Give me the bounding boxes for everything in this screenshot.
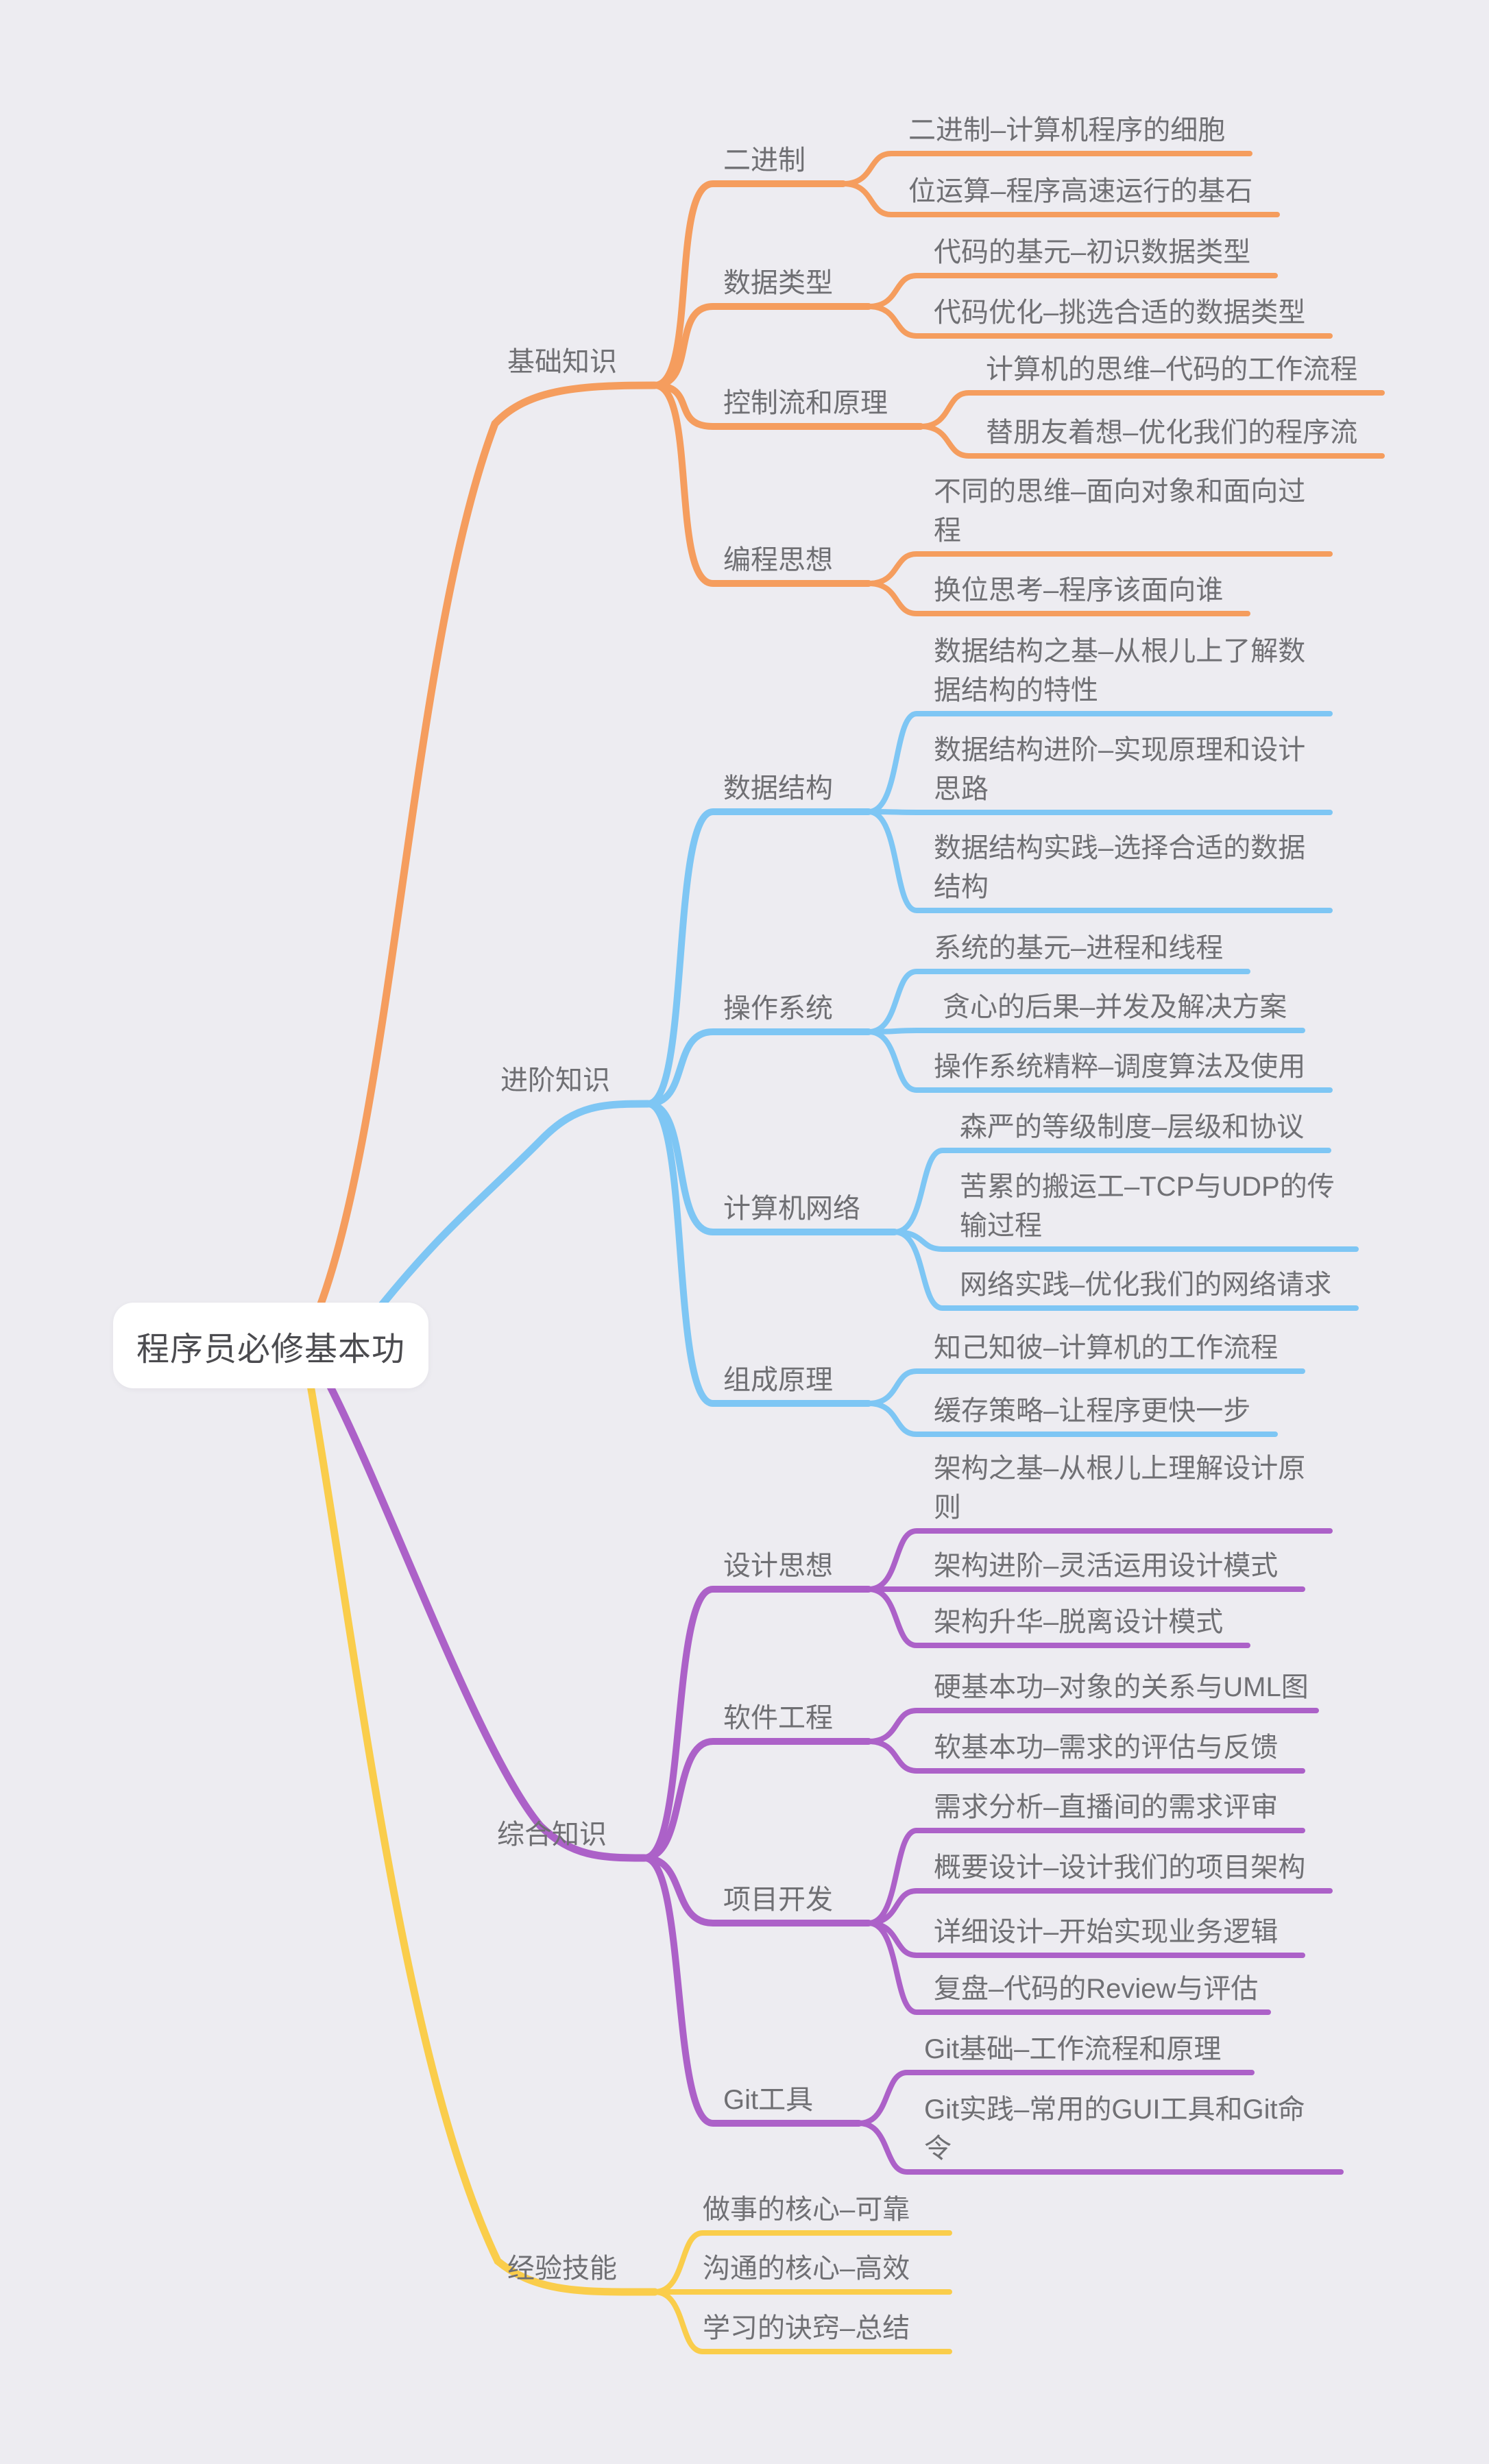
- branch-line: [644, 1028, 872, 1107]
- leaf-topic[interactable]: Git实践–常用的GUI工具和Git命 令: [924, 2094, 1305, 2164]
- branch-line: [641, 1855, 872, 1926]
- branch-line: [652, 2230, 952, 2295]
- branch-line: [866, 1028, 1305, 1035]
- topic-binary[interactable]: 二进制: [723, 145, 806, 176]
- branch-line: [856, 2121, 1344, 2175]
- leaf-topic[interactable]: 软基本功–需求的评估与反馈: [934, 1732, 1279, 1763]
- leaf-topic[interactable]: 系统的基元–进程和线程: [934, 933, 1224, 963]
- leaf-topic[interactable]: 操作系统精粹–调度算法及使用: [934, 1052, 1306, 1082]
- leaf-topic[interactable]: 不同的思维–面向对象和面向过 程: [934, 476, 1306, 546]
- leaf-topic[interactable]: 二进制–计算机程序的细胞: [908, 115, 1226, 145]
- branch-line: [651, 303, 872, 389]
- branch-line: [644, 1100, 872, 1407]
- branch-line: [866, 809, 1333, 913]
- leaf-topic[interactable]: 替朋友着想–优化我们的程序流: [986, 418, 1358, 448]
- root-topic-label: 程序员必修基本功: [136, 1331, 405, 1368]
- topic-data-structures[interactable]: 数据结构: [723, 773, 833, 804]
- leaf-topic[interactable]: Git基础–工作流程和原理: [924, 2034, 1222, 2064]
- branch-line: [840, 181, 1280, 217]
- branch-line: [866, 304, 1333, 339]
- branch-comprehensive-knowledge[interactable]: 综合知识: [497, 1820, 607, 1850]
- leaf-topic[interactable]: 计算机的思维–代码的工作流程: [986, 354, 1358, 385]
- leaf-topic[interactable]: 贪心的后果–并发及解决方案: [943, 992, 1287, 1022]
- leaf-topic[interactable]: 概要设计–设计我们的项目架构: [934, 1852, 1306, 1883]
- branch-line: [892, 1148, 1331, 1235]
- branch-line: [866, 581, 1250, 616]
- leaf-topic[interactable]: 学习的诀窍–总结: [703, 2313, 910, 2343]
- branch-line: [641, 1855, 862, 2127]
- branch-line: [315, 381, 659, 1314]
- branch-line: [651, 180, 847, 389]
- leaf-topic[interactable]: 数据结构实践–选择合适的数据 结构: [934, 833, 1306, 902]
- branch-line: [652, 2289, 952, 2354]
- topic-computer-network[interactable]: 计算机网络: [723, 1194, 860, 1224]
- topic-data-types[interactable]: 数据类型: [723, 268, 833, 298]
- leaf-topic[interactable]: 需求分析–直播间的需求评审: [934, 1792, 1279, 1822]
- branch-line: [866, 1401, 1278, 1437]
- topic-software-engineering[interactable]: 软件工程: [723, 1703, 833, 1733]
- root-topic[interactable]: 程序员必修基本功: [113, 1303, 428, 1388]
- branch-advanced-knowledge[interactable]: 进阶知识: [500, 1065, 610, 1096]
- branch-line: [644, 808, 872, 1107]
- branch-line: [866, 1920, 1271, 2015]
- branch-line: [918, 424, 1385, 459]
- topic-git-tools[interactable]: Git工具: [723, 2085, 814, 2115]
- branch-line: [651, 382, 924, 430]
- branch-line: [324, 1377, 649, 1862]
- branch-line: [644, 1100, 898, 1235]
- leaf-topic[interactable]: 换位思考–程序该面向谁: [934, 575, 1224, 605]
- topic-programming-thought[interactable]: 编程思想: [723, 545, 833, 575]
- branch-line: [866, 1739, 1305, 1774]
- leaf-topic[interactable]: 架构升华–脱离设计模式: [934, 1607, 1224, 1637]
- leaf-topic[interactable]: 森严的等级制度–层级和协议: [960, 1112, 1305, 1142]
- branch-line: [866, 1029, 1333, 1093]
- leaf-topic[interactable]: 复盘–代码的Review与评估: [934, 1974, 1259, 2004]
- branch-line: [641, 1738, 872, 1861]
- branch-line: [866, 1528, 1333, 1592]
- leaf-topic[interactable]: 数据结构进阶–实现原理和设计 思路: [934, 735, 1306, 804]
- branch-line: [641, 1586, 872, 1861]
- leaf-topic[interactable]: 知己知彼–计算机的工作流程: [934, 1333, 1279, 1363]
- branch-line: [373, 1100, 652, 1315]
- leaf-topic[interactable]: 苦累的搬运工–TCP与UDP的传 输过程: [960, 1172, 1335, 1241]
- topic-composition-principles[interactable]: 组成原理: [723, 1365, 833, 1395]
- leaf-topic[interactable]: 做事的核心–可靠: [703, 2195, 910, 2225]
- topic-operating-system[interactable]: 操作系统: [723, 993, 833, 1024]
- branch-basic-knowledge[interactable]: 基础知识: [507, 347, 617, 377]
- branch-line: [856, 2070, 1255, 2126]
- leaf-topic[interactable]: 代码的基元–初识数据类型: [934, 237, 1251, 267]
- leaf-topic[interactable]: 架构进阶–灵活运用设计模式: [934, 1551, 1279, 1581]
- branch-line: [866, 969, 1250, 1035]
- branch-line: [866, 711, 1333, 814]
- leaf-topic[interactable]: 沟通的核心–高效: [703, 2254, 910, 2284]
- leaf-topic[interactable]: 网络实践–优化我们的网络请求: [960, 1270, 1332, 1300]
- leaf-topic[interactable]: 位运算–程序高速运行的基石: [908, 176, 1253, 206]
- branch-line: [866, 1888, 1333, 1926]
- topic-control-flow[interactable]: 控制流和原理: [723, 388, 888, 418]
- leaf-topic[interactable]: 数据结构之基–从根儿上了解数 据结构的特性: [934, 636, 1306, 705]
- topic-design-thinking[interactable]: 设计思想: [723, 1551, 833, 1581]
- leaf-topic[interactable]: 硬基本功–对象的关系与UML图: [934, 1672, 1309, 1702]
- topic-project-development[interactable]: 项目开发: [723, 1885, 833, 1915]
- branch-line: [866, 1586, 1250, 1648]
- branch-experience-skills[interactable]: 经验技能: [507, 2254, 617, 2284]
- leaf-topic[interactable]: 详细设计–开始实现业务逻辑: [934, 1917, 1279, 1947]
- branch-line: [651, 382, 872, 587]
- leaf-topic[interactable]: 架构之基–从根儿上理解设计原 则: [934, 1453, 1306, 1523]
- leaf-topic[interactable]: 代码优化–挑选合适的数据类型: [934, 298, 1306, 328]
- branch-line: [892, 1229, 1359, 1311]
- branch-line: [306, 1377, 659, 2296]
- leaf-topic[interactable]: 缓存策略–让程序更快一步: [934, 1396, 1251, 1426]
